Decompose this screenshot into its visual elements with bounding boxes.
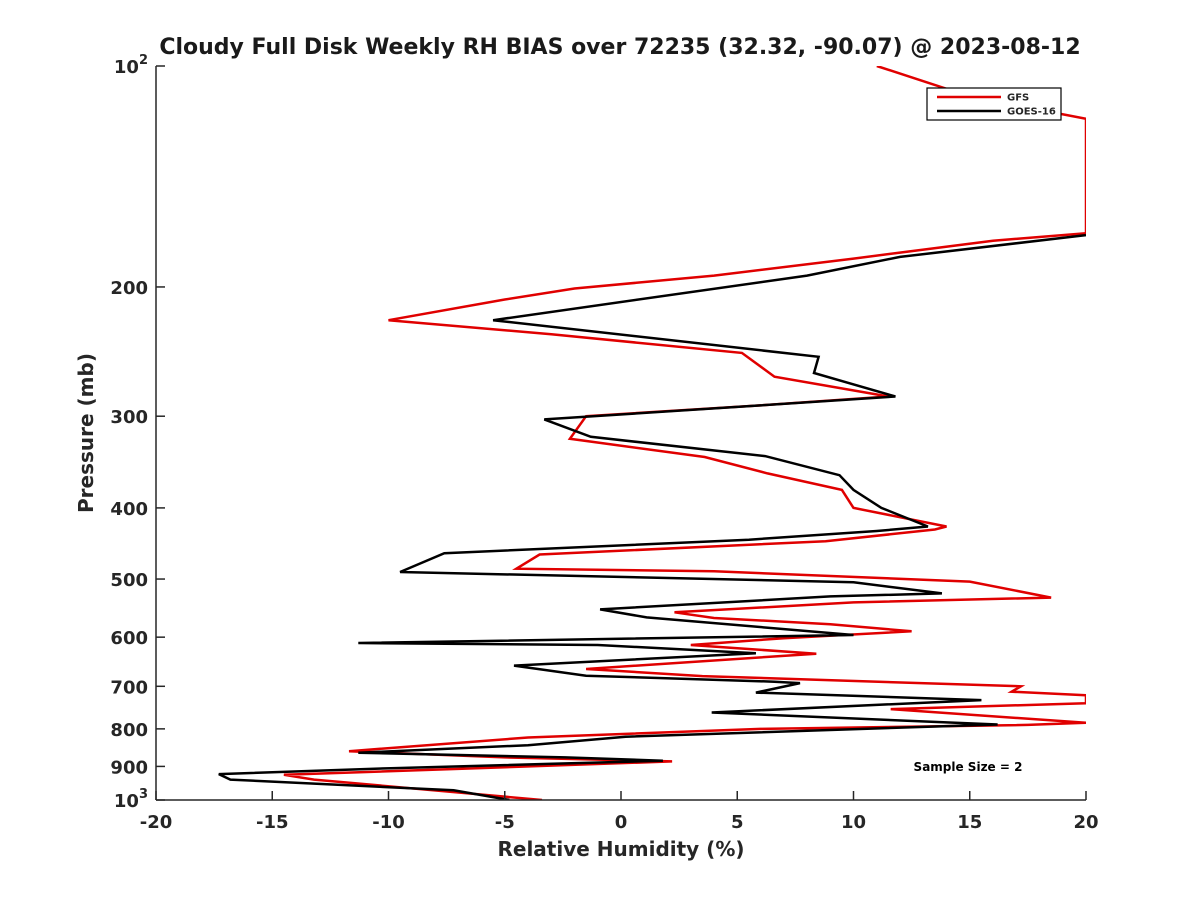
x-tick-label: 15 — [957, 812, 982, 833]
x-axis-ticks: -20 -15 -10 -5 0 5 10 15 20 — [140, 791, 1099, 833]
legend: GFS GOES-16 — [926, 87, 1062, 121]
x-tick-label: -20 — [140, 812, 173, 833]
sample-size-annotation: Sample Size = 2 — [914, 760, 1023, 774]
x-tick-label: -15 — [256, 812, 289, 833]
y-tick-label: 800 — [110, 720, 148, 741]
x-axis-label: Relative Humidity (%) — [497, 837, 744, 861]
y-tick-label: 102 — [114, 53, 148, 78]
x-tick-label: 20 — [1073, 812, 1098, 833]
y-axis-label: Pressure (mb) — [74, 353, 98, 513]
y-tick-label: 900 — [110, 757, 148, 778]
legend-box — [926, 87, 1062, 121]
chart-title: Cloudy Full Disk Weekly RH BIAS over 722… — [159, 35, 1080, 60]
y-tick-label: 103 — [114, 787, 148, 812]
x-tick-label: 5 — [731, 812, 744, 833]
y-tick-label: 300 — [110, 407, 148, 428]
y-tick-label: 500 — [110, 570, 148, 591]
series-line-goes-16 — [218, 233, 1086, 800]
legend-items: GFS GOES-16 — [937, 93, 1056, 118]
x-tick-label: -10 — [372, 812, 405, 833]
x-tick-label: 0 — [615, 812, 628, 833]
y-tick-label: 200 — [110, 278, 148, 299]
y-tick-label: 400 — [110, 499, 148, 520]
x-tick-label: 10 — [841, 812, 866, 833]
legend-label: GOES-16 — [1007, 107, 1056, 118]
y-tick-label: 600 — [110, 628, 148, 649]
series-line-gfs — [283, 66, 1086, 800]
x-tick-label: -5 — [495, 812, 515, 833]
y-tick-label: 700 — [110, 677, 148, 698]
y-axis-ticks: 102 200 300 400 500 600 700 800 900 103 — [110, 53, 165, 812]
series-layer — [218, 66, 1086, 800]
legend-label: GFS — [1007, 93, 1029, 104]
